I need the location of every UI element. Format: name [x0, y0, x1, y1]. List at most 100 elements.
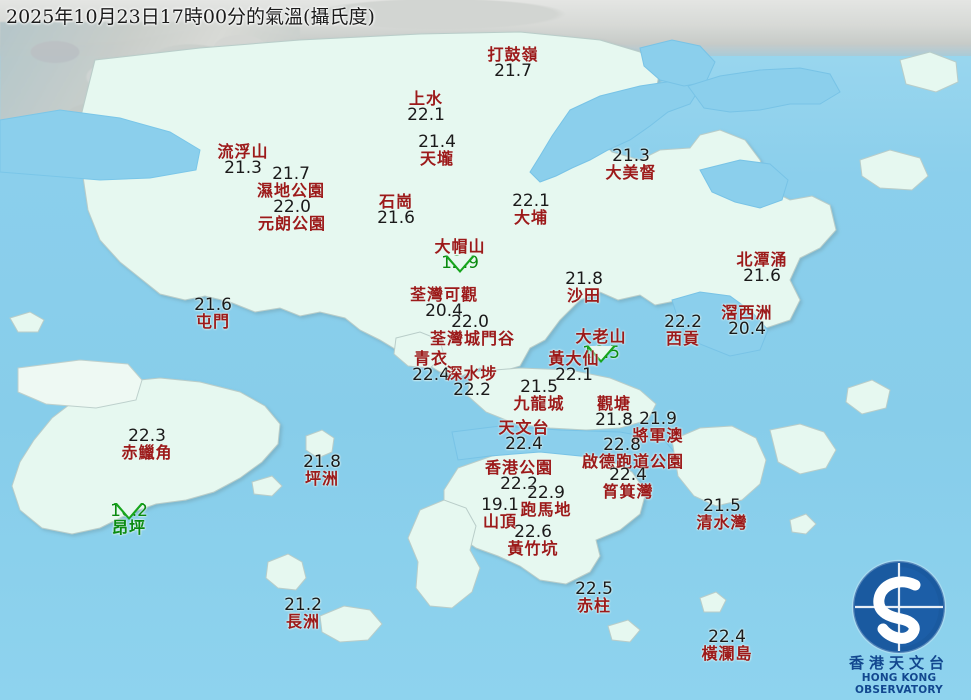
logo-chinese-text: 香港天文台: [848, 654, 949, 672]
station-name: 赤鱲角: [121, 443, 173, 462]
station-11: 21.8 沙田: [544, 271, 624, 305]
station-15: 22.0 荃灣城門谷: [430, 312, 514, 348]
land-waglan: [699, 591, 727, 613]
station-temperature: 22.4: [708, 627, 746, 647]
land-lamma: [407, 499, 481, 609]
station-temperature: 21.6: [377, 208, 415, 228]
station-4: 21.3 大美督: [591, 148, 671, 182]
station-name: 沙田: [566, 286, 601, 305]
station-temperature: 22.1: [407, 105, 445, 125]
station-temperature: 22.4: [412, 365, 450, 385]
station-name: 青衣: [413, 349, 448, 368]
station-temperature: 21.7: [494, 61, 532, 81]
station-temperature: 21.6: [194, 295, 232, 315]
station-12: 荃灣可觀 20.4: [404, 285, 484, 321]
station-22: 觀塘 21.8: [574, 394, 654, 429]
station-25: 22.8 啟德跑道公園: [582, 435, 685, 471]
station-name: 觀塘: [596, 394, 631, 413]
station-name: 啟德跑道公園: [582, 452, 685, 471]
observatory-emblem-icon: [851, 559, 947, 655]
station-5: 21.7 濕地公園: [251, 164, 331, 200]
station-32: 19.1 山頂: [460, 497, 540, 531]
station-name: 石崗: [378, 192, 413, 211]
station-name: 香港公園: [484, 458, 553, 477]
station-name: 北潭涌: [736, 250, 788, 269]
station-2: 流浮山 21.3: [203, 143, 283, 177]
station-19: 黃大仙 22.1: [534, 349, 614, 384]
station-28: 22.4 筲箕灣: [588, 467, 668, 501]
station-temperature: 20.4: [728, 319, 766, 339]
land-clear-water-bay: [671, 425, 767, 507]
station-30: 22.9 跑馬地: [506, 485, 586, 519]
water-victoria-harbour: [451, 425, 677, 467]
land-islet-ne: [859, 149, 929, 191]
logo-english-text: HONG KONG OBSERVATORY: [855, 672, 943, 696]
land-lantau: [11, 377, 281, 535]
land-tsing-yi: [393, 331, 445, 369]
station-temperature: 22.2: [664, 312, 702, 332]
station-8: 22.0 元朗公園: [252, 197, 332, 233]
station-10: 北潭涌 21.6: [722, 250, 802, 286]
highland-marker-triangle-icon: [114, 503, 144, 520]
station-name: 打鼓嶺: [487, 45, 539, 64]
station-7: 22.1 大埔: [491, 191, 571, 227]
station-36: 21.2 長洲: [263, 595, 343, 631]
land-islet-e: [845, 379, 891, 415]
station-temperature: 21.9: [639, 409, 677, 429]
station-23: 21.9 將軍澳: [618, 409, 698, 445]
station-temperature: 21.5: [703, 496, 741, 516]
station-name: 濕地公園: [256, 181, 325, 200]
station-name: 坪洲: [304, 469, 339, 488]
water-deep-bay: [0, 109, 201, 181]
land-kowloon: [467, 367, 657, 431]
station-temperature: 22.8: [603, 435, 641, 455]
station-temperature: 20.4: [425, 301, 463, 321]
station-1: 上水 22.1: [386, 90, 466, 125]
station-20: 深水埗 22.2: [432, 364, 512, 400]
station-3: 21.4 天壠: [397, 132, 477, 168]
station-temperature: 22.0: [451, 312, 489, 332]
station-temperature: 22.0: [273, 197, 311, 217]
highland-marker-triangle-icon: [586, 346, 616, 363]
station-29: 21.8 坪洲: [282, 454, 362, 488]
station-13: 21.6 屯門: [173, 295, 253, 331]
station-26: 22.3 赤鱲角: [107, 426, 187, 462]
station-temperature: 21.4: [418, 132, 456, 152]
station-temperature: 22.4: [505, 434, 543, 454]
station-21: 21.5 九龍城: [499, 379, 579, 413]
station-9: 大帽山 12.9: [420, 238, 500, 273]
station-temperature: 22.3: [128, 426, 166, 446]
station-temperature: 22.6: [514, 522, 552, 542]
station-name: 大埔: [513, 208, 548, 227]
station-name: 大美督: [605, 163, 657, 182]
station-name: 黃竹坑: [507, 539, 559, 558]
station-name: 黃大仙: [548, 349, 600, 368]
station-name: 山頂: [482, 512, 517, 531]
highland-marker-triangle-icon: [445, 256, 475, 273]
station-35: 22.5 赤柱: [554, 581, 634, 615]
station-name: 深水埗: [446, 364, 498, 383]
station-name: 天文台: [498, 418, 550, 437]
station-temperature: 22.2: [500, 474, 538, 494]
station-6: 石崗 21.6: [356, 192, 436, 228]
station-temperature: 21.7: [272, 164, 310, 184]
station-temperature: 22.2: [453, 380, 491, 400]
land-chek-lap-kok-airport: [17, 359, 143, 409]
station-name: 九龍城: [513, 394, 565, 413]
station-17: 大老山 16.5: [561, 328, 641, 363]
station-name: 西貢: [665, 329, 700, 348]
land-islet-lantau-w: [9, 311, 45, 333]
station-name: 元朗公園: [257, 214, 326, 233]
station-name: 赤柱: [576, 596, 611, 615]
station-temperature: 21.2: [284, 595, 322, 615]
land-ninepin: [789, 513, 817, 535]
station-name: 荃灣可觀: [409, 285, 478, 304]
station-temperature: 21.6: [743, 266, 781, 286]
hko-logo: 香港天文台 HONG KONG OBSERVATORY: [835, 557, 963, 696]
station-37: 22.4 橫瀾島: [687, 627, 767, 663]
station-name: 橫瀾島: [701, 644, 753, 663]
station-name: 筲箕灣: [602, 482, 654, 501]
station-temperature: 22.1: [512, 191, 550, 211]
